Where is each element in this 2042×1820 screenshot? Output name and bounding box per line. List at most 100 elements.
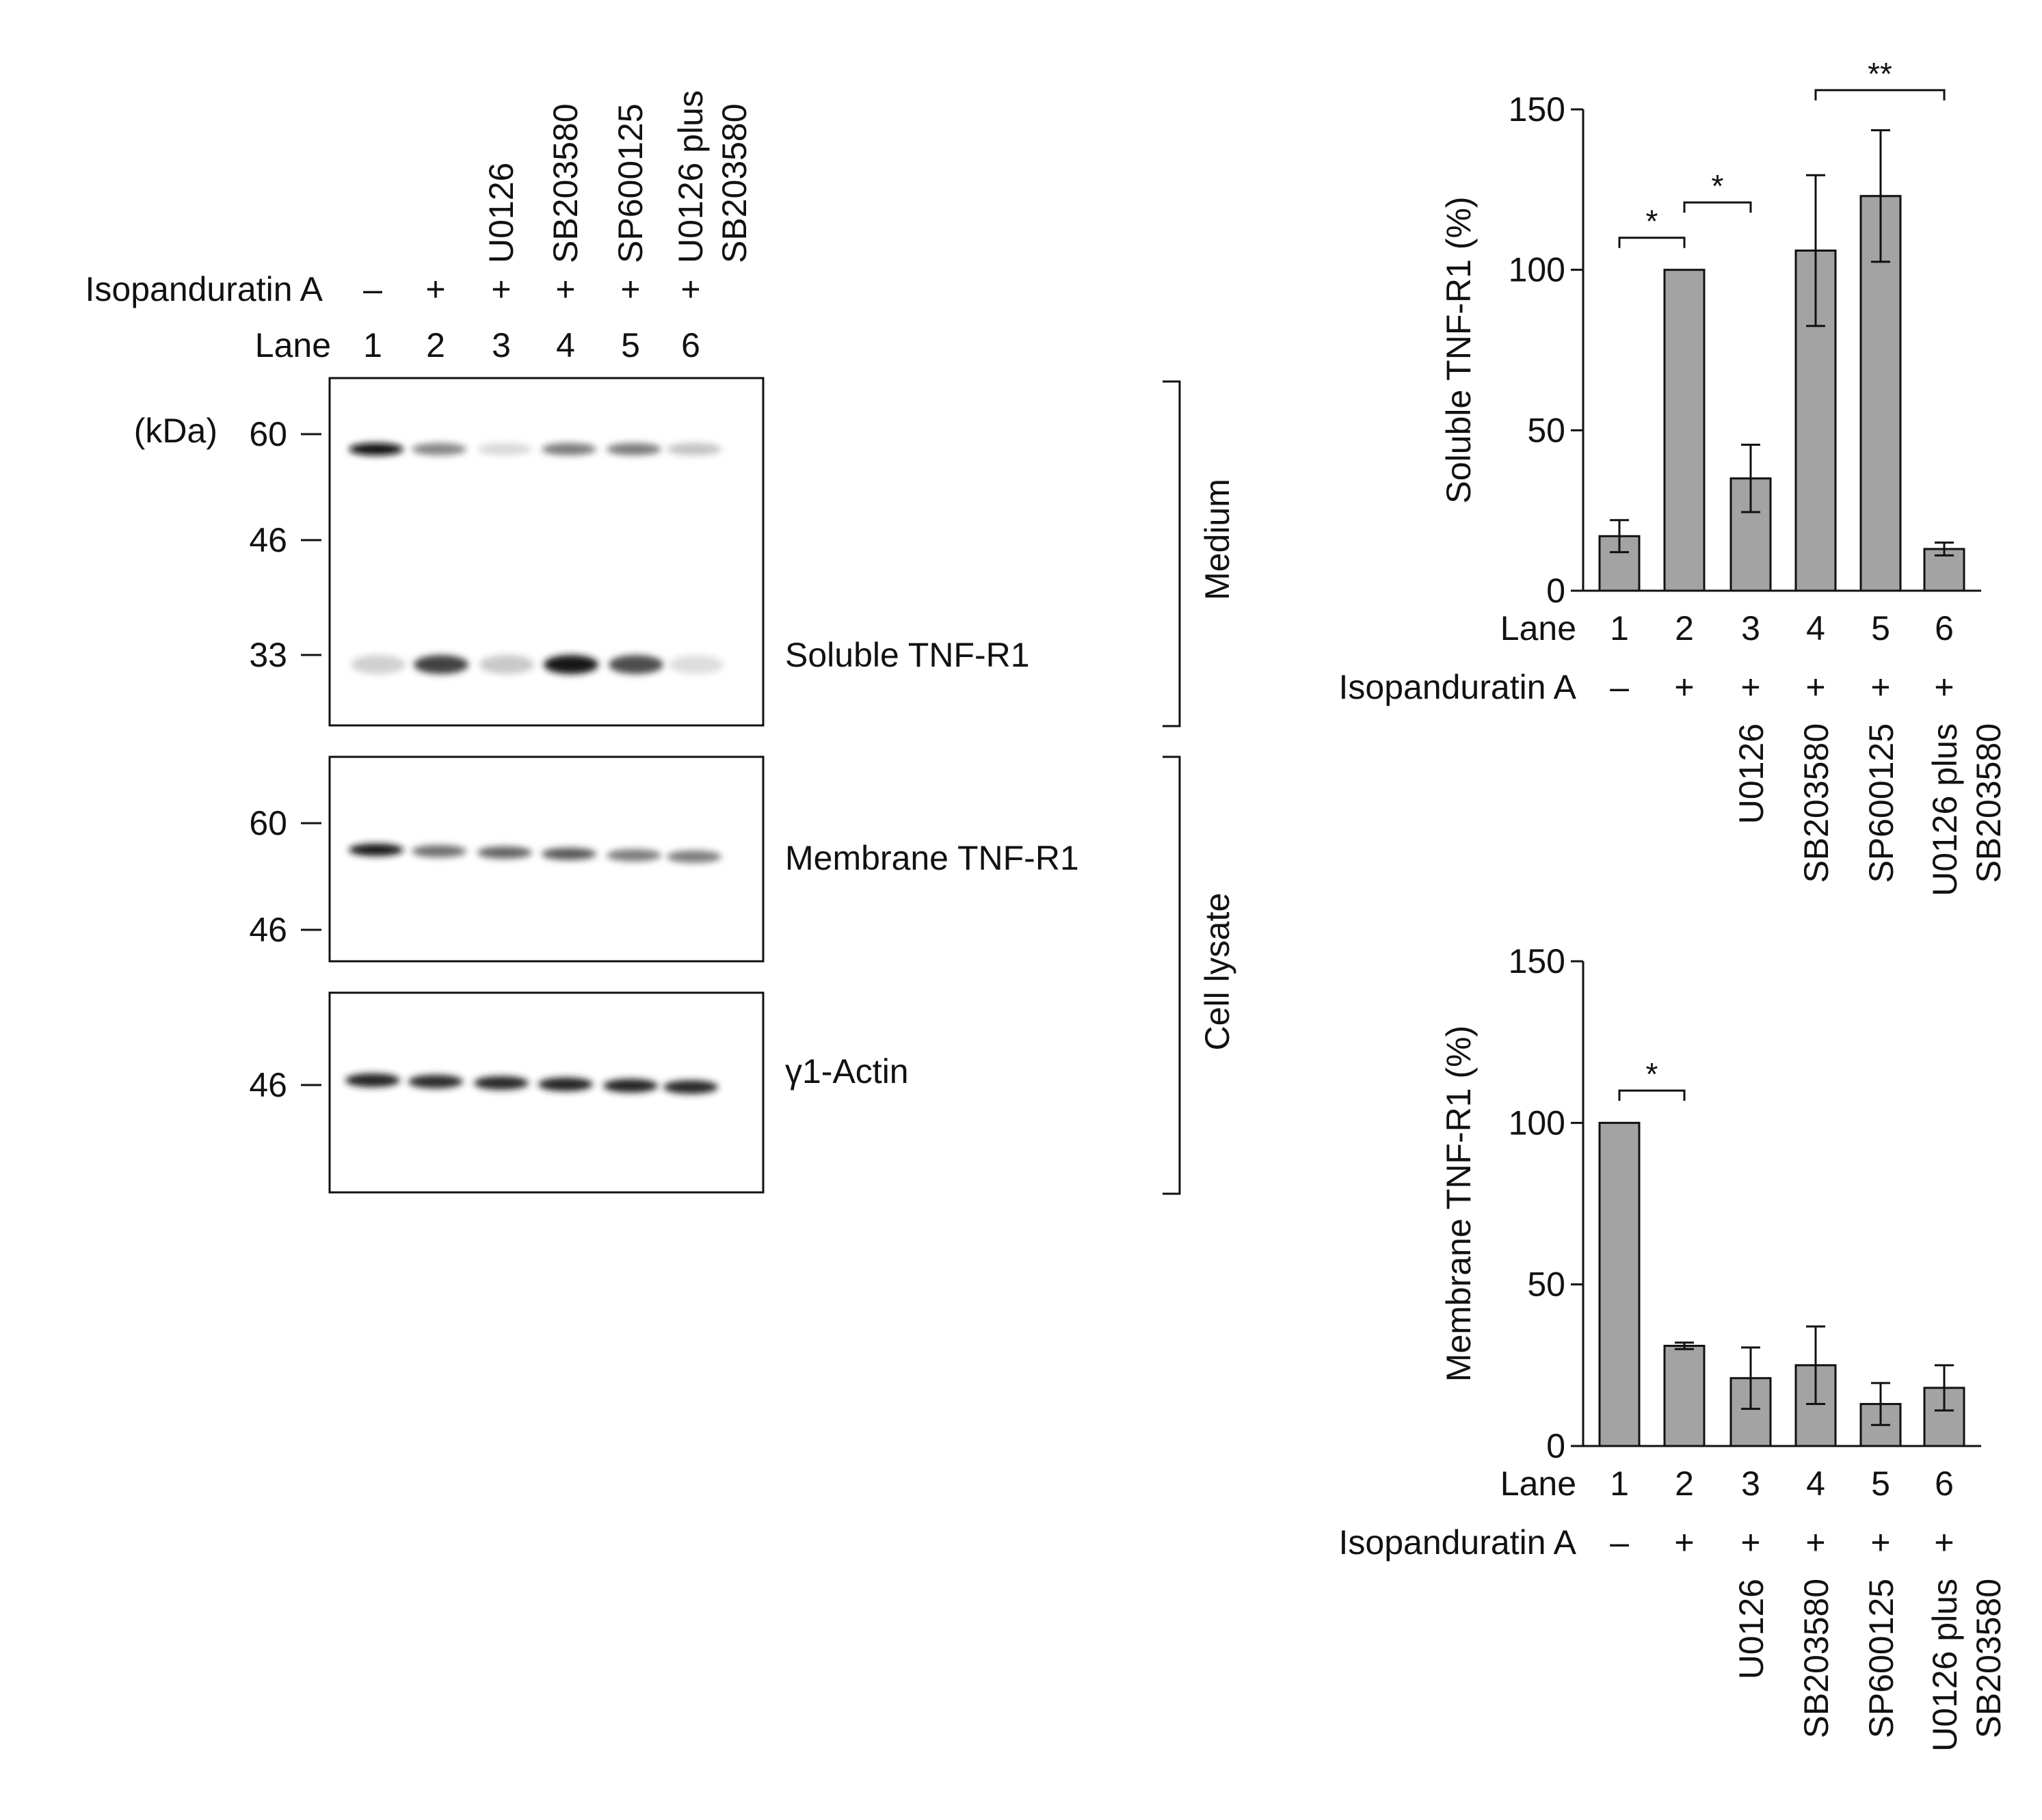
x-tick-label: 3 (1741, 609, 1760, 647)
treatment-sign: + (1934, 668, 1954, 706)
blot-band (408, 1075, 463, 1088)
blot-band (669, 655, 724, 674)
y-axis-label: Membrane TNF-R1 (%) (1440, 1026, 1478, 1382)
blot-panel-label: Soluble TNF-R1 (785, 636, 1030, 674)
blot-treatment-sign: – (363, 270, 382, 308)
marker-label: 46 (249, 911, 287, 949)
marker-label: 60 (249, 415, 287, 453)
blot-inhibitor-label: SB203580 (546, 103, 585, 263)
significance-label: ** (1868, 56, 1892, 92)
treatment-sign: + (1740, 1523, 1760, 1562)
inhibitor-label: SB203580 (1797, 1579, 1835, 1739)
blot-band (477, 846, 532, 859)
blot-lane-number: 4 (556, 326, 575, 364)
blot-lane-number: 5 (621, 326, 640, 364)
significance-label: * (1646, 1056, 1658, 1092)
blot-inhibitor-label: U0126 (482, 163, 520, 263)
inhibitor-label: U0126 (1732, 1579, 1771, 1679)
blot-treatment-label: Isopanduratin A (85, 270, 323, 308)
inhibitor-label: U0126 plus (1926, 723, 1964, 896)
blot-band (667, 443, 721, 455)
blot-band (412, 443, 466, 455)
y-tick-label: 100 (1509, 1103, 1565, 1142)
y-tick-label: 0 (1546, 1427, 1565, 1465)
y-axis-label: Soluble TNF-R1 (%) (1440, 196, 1478, 503)
medium-bracket (1163, 380, 1181, 727)
significance-label: * (1646, 204, 1658, 239)
inhibitor-label: U0126 (1732, 723, 1771, 824)
blot-band (479, 655, 534, 674)
treatment-sign: – (1610, 1523, 1629, 1562)
blot-treatment-sign: + (555, 270, 575, 308)
treatment-sign: + (1870, 668, 1890, 706)
blot-panel-label: γ1-Actin (785, 1052, 909, 1090)
y-tick-label: 50 (1527, 411, 1565, 449)
blot-band (345, 1073, 400, 1087)
marker-label: 33 (249, 636, 287, 674)
treatment-sign: + (1805, 1523, 1825, 1562)
y-tick-label: 50 (1527, 1266, 1565, 1304)
blot-band (412, 845, 466, 857)
x-tick-label: 3 (1741, 1464, 1760, 1503)
blot-band (607, 443, 661, 455)
x-axis-label: Lane (1500, 1464, 1576, 1503)
inhibitor-label: SP600125 (1862, 1579, 1900, 1739)
blot-panel-label: Membrane TNF-R1 (785, 839, 1079, 877)
significance-bracket (1618, 1089, 1686, 1101)
treatment-sign: + (1674, 668, 1694, 706)
inhibitor-label: U0126 plus (1926, 1579, 1964, 1752)
blot-lane-number: 1 (363, 326, 382, 364)
blot-band (544, 655, 598, 674)
x-axis-label: Lane (1500, 609, 1576, 647)
treatment-sign: + (1934, 1523, 1954, 1562)
significance-bracket (1618, 237, 1686, 248)
treatment-label: Isopanduratin A (1339, 1523, 1577, 1562)
kda-label: (kDa) (134, 412, 217, 450)
blot-treatment-sign: + (680, 270, 700, 308)
blot-band (351, 655, 406, 674)
marker-label: 60 (249, 804, 287, 842)
bar (1663, 1344, 1706, 1447)
significance-bracket (1814, 89, 1946, 101)
blot-band (349, 844, 403, 856)
blot-band (667, 851, 721, 863)
blot-treatment-sign: + (491, 270, 511, 308)
blot-treatment-sign: + (425, 270, 445, 308)
y-tick-label: 100 (1509, 251, 1565, 289)
blot-band (603, 1079, 658, 1093)
bracket-label: Cell lysate (1198, 893, 1236, 1051)
y-tick-label: 0 (1546, 572, 1565, 610)
x-tick-label: 4 (1806, 1464, 1825, 1503)
treatment-sign: + (1674, 1523, 1694, 1562)
inhibitor-label: SB203580 (1970, 1579, 2008, 1739)
x-tick-label: 4 (1806, 609, 1825, 647)
blot-band (609, 655, 663, 674)
blot-band (477, 443, 532, 455)
blot-band (538, 1078, 593, 1091)
bar (1923, 1387, 1965, 1447)
x-tick-label: 5 (1871, 609, 1890, 647)
western-blot: U0126 SB203580 SP600125 U0126 plus SB203580I… (85, 90, 1236, 1195)
blot-treatment-sign: + (620, 270, 640, 308)
treatment-label: Isopanduratin A (1339, 668, 1577, 706)
treatment-sign: – (1610, 668, 1629, 706)
x-tick-label: 1 (1610, 1464, 1629, 1503)
inhibitor-label: SB203580 (1797, 723, 1835, 883)
bracket-label: Medium (1198, 479, 1236, 600)
bar (1598, 1121, 1641, 1447)
inhibitor-label: SP600125 (1862, 723, 1900, 883)
blot-lane-number: 2 (426, 326, 445, 364)
y-tick-label: 150 (1509, 90, 1565, 129)
blot-band (474, 1076, 529, 1090)
blot-lane-number: 3 (492, 326, 511, 364)
blot-band (607, 849, 661, 861)
significance-label: * (1712, 168, 1724, 204)
bar (1663, 269, 1706, 592)
cell-lysate-bracket (1163, 755, 1181, 1195)
blot-band (663, 1080, 718, 1094)
x-tick-label: 1 (1610, 609, 1629, 647)
blot-band (542, 443, 596, 455)
blot-inhibitor-label: U0126 plus (672, 90, 710, 263)
